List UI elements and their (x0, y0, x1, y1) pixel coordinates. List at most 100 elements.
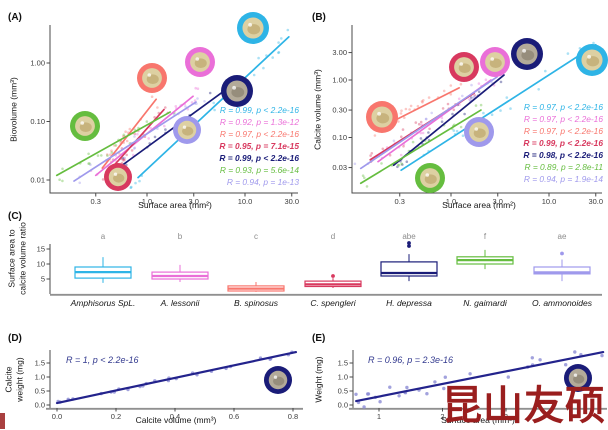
panel-b-fit-line-purple (359, 76, 498, 170)
shape (422, 99, 425, 102)
shape (122, 157, 126, 161)
panel-b-legend-entry-purple: R = 0.94, p = 1.9e-14 (524, 174, 603, 184)
panel-a-x-tick-label: 0.3 (91, 197, 101, 206)
shape (232, 85, 237, 90)
shape (474, 127, 479, 131)
panel-e-y-axis-label: Weight (mg) (313, 356, 324, 403)
shape (490, 81, 494, 84)
shape (396, 163, 400, 167)
panel-a-fit-line-purple (73, 101, 197, 182)
shape (470, 96, 473, 99)
shape (132, 147, 136, 150)
panel-d-x-tick-label: 0.0 (52, 412, 62, 421)
shape (477, 82, 481, 85)
shape (153, 116, 156, 119)
shape (370, 152, 374, 155)
panel-b-legend-entry-red: R = 0.99, p < 2.2e-16 (523, 138, 603, 148)
shape (61, 167, 64, 171)
shape (419, 120, 423, 124)
shape (194, 58, 207, 68)
shape (354, 392, 358, 396)
boxplot-outlier (560, 251, 564, 256)
shape (196, 97, 199, 100)
panel-b-legend-entry-pink: R = 0.97, p < 2.2e-16 (524, 114, 603, 124)
watermark: 昆山友硕 (442, 384, 606, 428)
shape (247, 24, 261, 35)
shape (473, 94, 477, 97)
panel-d-x-tick-label: 0.8 (288, 412, 298, 421)
panel-b-x-tick-label: 10.0 (542, 197, 557, 206)
panel-a-x-tick-label: 1.0 (142, 197, 152, 206)
shape (196, 87, 200, 90)
shape (463, 112, 466, 116)
shape (417, 122, 421, 126)
shape (101, 178, 105, 181)
shape (208, 91, 212, 95)
shape (457, 97, 461, 101)
shape (190, 101, 194, 104)
panel-d-fit-line (55, 350, 298, 405)
panel-e-x-tick-label: 3 (504, 412, 508, 421)
panel-a-species-photo-icon-navy (221, 75, 253, 107)
panel-a-x-tick-label: 30.0 (284, 197, 299, 206)
shape (425, 392, 429, 396)
shape (449, 93, 453, 96)
shape (499, 109, 502, 112)
shape (411, 140, 415, 144)
panel-a-species-photo-icon-pink (185, 47, 215, 77)
shape (573, 373, 578, 377)
shape (88, 162, 91, 165)
shape (353, 162, 357, 166)
shape (521, 50, 535, 61)
panel-a-fit-line-cyan (137, 35, 290, 179)
shape (416, 104, 420, 108)
panel-label-c: (C) (8, 211, 22, 222)
shape (109, 153, 112, 156)
shape (87, 162, 90, 165)
panel-b-species-photo-icon-purple (464, 117, 494, 147)
panel-c-species-label: A. lessonii (160, 298, 201, 308)
panel-d-species-photo-icon-navy (264, 366, 292, 394)
shape (145, 120, 149, 123)
panel-c-box-salmon: c B. spinosus (227, 232, 285, 308)
shape (427, 131, 430, 134)
shape (537, 88, 540, 91)
shape (458, 63, 471, 73)
shape (397, 394, 401, 398)
shape (586, 56, 600, 67)
shape (163, 124, 166, 128)
panel-b-x-tick-label: 30.0 (588, 197, 603, 206)
shape (147, 73, 152, 77)
panel-b-legend-entry-salmon: R = 0.97, p < 2.2e-16 (524, 126, 603, 136)
panel-a-y-tick-label: 1.00 (30, 59, 45, 68)
shape (566, 52, 570, 55)
shape (273, 376, 285, 386)
shape (404, 107, 408, 111)
shape (421, 131, 425, 135)
panel-c-significance-letter: abe (402, 232, 416, 241)
panel-a-legend-entry-pink: R = 0.92, p = 1.3e-12 (220, 117, 299, 127)
shape (114, 144, 118, 147)
shape (366, 392, 370, 396)
shape (461, 94, 464, 98)
shape (87, 152, 90, 156)
panel-b-x-tick-label: 1.0 (446, 197, 456, 206)
panel-b-legend-entry-cyan: R = 0.97, p < 2.2e-16 (524, 102, 603, 112)
shape (451, 112, 454, 116)
panel-c-species-label: Amphisorus SpL. (70, 298, 136, 308)
shape (106, 154, 109, 157)
shape (424, 174, 437, 184)
panel-d-y-tick-label: 0.5 (35, 387, 45, 396)
shape (440, 116, 444, 120)
shape (452, 108, 456, 112)
panel-c-significance-letter: f (484, 232, 487, 241)
shape (150, 95, 154, 98)
panel-b-y-axis-label: Calcite volume (mm³) (312, 69, 323, 150)
panel-c-y-tick-label: 10 (37, 260, 45, 269)
panel-c-box-green: f N. gaimardi (456, 232, 514, 308)
panel-a-fit-line-green (55, 111, 171, 177)
panel-e-fit-line (355, 350, 605, 403)
panel-b-species-photo-icon-red (449, 52, 479, 82)
shape (121, 158, 125, 162)
shape (133, 135, 136, 138)
